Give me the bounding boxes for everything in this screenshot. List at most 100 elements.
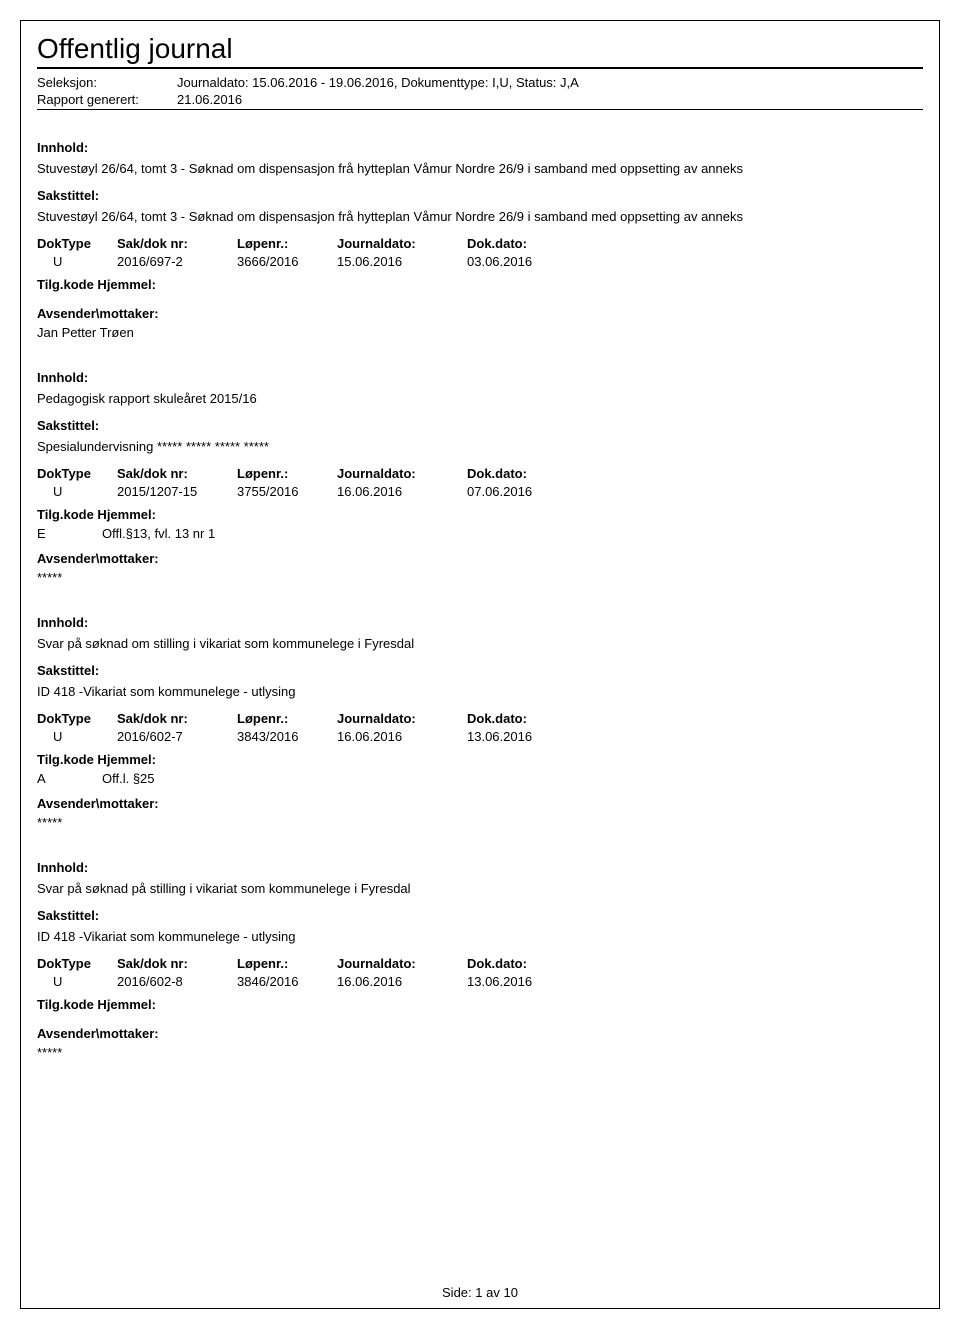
col-lopenr: Løpenr.: (237, 466, 337, 481)
cols-header: DokType Sak/dok nr: Løpenr.: Journaldato… (37, 466, 923, 481)
tilg-hjemmel: Offl.§13, fvl. 13 nr 1 (102, 526, 215, 541)
col-doktype: DokType (37, 466, 117, 481)
col-sakdok: Sak/dok nr: (117, 711, 237, 726)
cols-data: U 2015/1207-15 3755/2016 16.06.2016 07.0… (37, 484, 923, 499)
sakstittel-value: Spesialundervisning ***** ***** ***** **… (37, 439, 923, 454)
cols-data: U 2016/697-2 3666/2016 15.06.2016 03.06.… (37, 254, 923, 269)
tilg-row: E Offl.§13, fvl. 13 nr 1 (37, 526, 923, 541)
title-divider (37, 67, 923, 69)
val-dokdato: 13.06.2016 (467, 974, 597, 989)
sender-label: Avsender\mottaker: (37, 1026, 923, 1041)
tilg-code: A (37, 771, 102, 786)
val-journaldato: 16.06.2016 (337, 484, 467, 499)
col-sakdok: Sak/dok nr: (117, 466, 237, 481)
tilg-label: Tilg.kode Hjemmel: (37, 507, 923, 522)
cols-data: U 2016/602-8 3846/2016 16.06.2016 13.06.… (37, 974, 923, 989)
tilg-label: Tilg.kode Hjemmel: (37, 997, 923, 1012)
val-dokdato: 03.06.2016 (467, 254, 597, 269)
val-dokdato: 07.06.2016 (467, 484, 597, 499)
cols-header: DokType Sak/dok nr: Løpenr.: Journaldato… (37, 236, 923, 251)
sender-name: ***** (37, 570, 923, 585)
journal-page: Offentlig journal Seleksjon: Journaldato… (20, 20, 940, 1309)
val-dokdato: 13.06.2016 (467, 729, 597, 744)
cols-header: DokType Sak/dok nr: Løpenr.: Journaldato… (37, 956, 923, 971)
tilg-row: A Off.l. §25 (37, 771, 923, 786)
col-journaldato: Journaldato: (337, 466, 467, 481)
page-footer: Side: 1 av 10 (21, 1285, 939, 1300)
sender-label: Avsender\mottaker: (37, 796, 923, 811)
col-dokdato: Dok.dato: (467, 711, 597, 726)
val-sakdok: 2016/697-2 (117, 254, 237, 269)
tilg-hjemmel: Off.l. §25 (102, 771, 155, 786)
col-dokdato: Dok.dato: (467, 236, 597, 251)
innhold-label: Innhold: (37, 140, 923, 155)
val-lopenr: 3846/2016 (237, 974, 337, 989)
val-lopenr: 3666/2016 (237, 254, 337, 269)
journal-entry: Innhold: Svar på søknad på stilling i vi… (37, 860, 923, 1060)
journal-entry: Innhold: Svar på søknad om stilling i vi… (37, 615, 923, 830)
journal-entry: Innhold: Pedagogisk rapport skuleåret 20… (37, 370, 923, 585)
innhold-value: Svar på søknad om stilling i vikariat so… (37, 636, 923, 651)
innhold-label: Innhold: (37, 615, 923, 630)
col-lopenr: Løpenr.: (237, 956, 337, 971)
page-title: Offentlig journal (37, 33, 923, 65)
entries-container: Innhold: Stuvestøyl 26/64, tomt 3 - Søkn… (37, 140, 923, 1060)
val-sakdok: 2016/602-8 (117, 974, 237, 989)
innhold-label: Innhold: (37, 860, 923, 875)
val-sakdok: 2015/1207-15 (117, 484, 237, 499)
val-journaldato: 16.06.2016 (337, 729, 467, 744)
val-doktype: U (37, 484, 117, 499)
sakstittel-value: ID 418 -Vikariat som kommunelege - utlys… (37, 929, 923, 944)
sakstittel-label: Sakstittel: (37, 188, 923, 203)
col-sakdok: Sak/dok nr: (117, 956, 237, 971)
sakstittel-label: Sakstittel: (37, 908, 923, 923)
page-total: 10 (504, 1285, 518, 1300)
seleksjon-label: Seleksjon: (37, 75, 177, 90)
col-doktype: DokType (37, 956, 117, 971)
side-label: Side: (442, 1285, 472, 1300)
header-divider (37, 109, 923, 110)
col-journaldato: Journaldato: (337, 236, 467, 251)
cols-data: U 2016/602-7 3843/2016 16.06.2016 13.06.… (37, 729, 923, 744)
av-label: av (486, 1285, 500, 1300)
cols-header: DokType Sak/dok nr: Løpenr.: Journaldato… (37, 711, 923, 726)
col-lopenr: Løpenr.: (237, 236, 337, 251)
seleksjon-row: Seleksjon: Journaldato: 15.06.2016 - 19.… (37, 75, 923, 90)
sakstittel-value: Stuvestøyl 26/64, tomt 3 - Søknad om dis… (37, 209, 923, 224)
val-doktype: U (37, 254, 117, 269)
val-sakdok: 2016/602-7 (117, 729, 237, 744)
tilg-label: Tilg.kode Hjemmel: (37, 277, 923, 292)
sender-name: ***** (37, 1045, 923, 1060)
col-lopenr: Løpenr.: (237, 711, 337, 726)
innhold-label: Innhold: (37, 370, 923, 385)
val-lopenr: 3755/2016 (237, 484, 337, 499)
seleksjon-value: Journaldato: 15.06.2016 - 19.06.2016, Do… (177, 75, 579, 90)
val-journaldato: 16.06.2016 (337, 974, 467, 989)
col-journaldato: Journaldato: (337, 711, 467, 726)
sender-name: Jan Petter Trøen (37, 325, 923, 340)
rapport-value: 21.06.2016 (177, 92, 242, 107)
col-journaldato: Journaldato: (337, 956, 467, 971)
val-lopenr: 3843/2016 (237, 729, 337, 744)
rapport-label: Rapport generert: (37, 92, 177, 107)
sender-label: Avsender\mottaker: (37, 551, 923, 566)
tilg-label: Tilg.kode Hjemmel: (37, 752, 923, 767)
col-dokdato: Dok.dato: (467, 956, 597, 971)
col-doktype: DokType (37, 236, 117, 251)
innhold-value: Pedagogisk rapport skuleåret 2015/16 (37, 391, 923, 406)
page-current: 1 (475, 1285, 482, 1300)
tilg-code: E (37, 526, 102, 541)
val-doktype: U (37, 974, 117, 989)
val-doktype: U (37, 729, 117, 744)
innhold-value: Svar på søknad på stilling i vikariat so… (37, 881, 923, 896)
sender-label: Avsender\mottaker: (37, 306, 923, 321)
col-dokdato: Dok.dato: (467, 466, 597, 481)
col-doktype: DokType (37, 711, 117, 726)
journal-entry: Innhold: Stuvestøyl 26/64, tomt 3 - Søkn… (37, 140, 923, 340)
col-sakdok: Sak/dok nr: (117, 236, 237, 251)
sakstittel-value: ID 418 -Vikariat som kommunelege - utlys… (37, 684, 923, 699)
innhold-value: Stuvestøyl 26/64, tomt 3 - Søknad om dis… (37, 161, 923, 176)
sakstittel-label: Sakstittel: (37, 663, 923, 678)
sakstittel-label: Sakstittel: (37, 418, 923, 433)
rapport-row: Rapport generert: 21.06.2016 (37, 92, 923, 107)
